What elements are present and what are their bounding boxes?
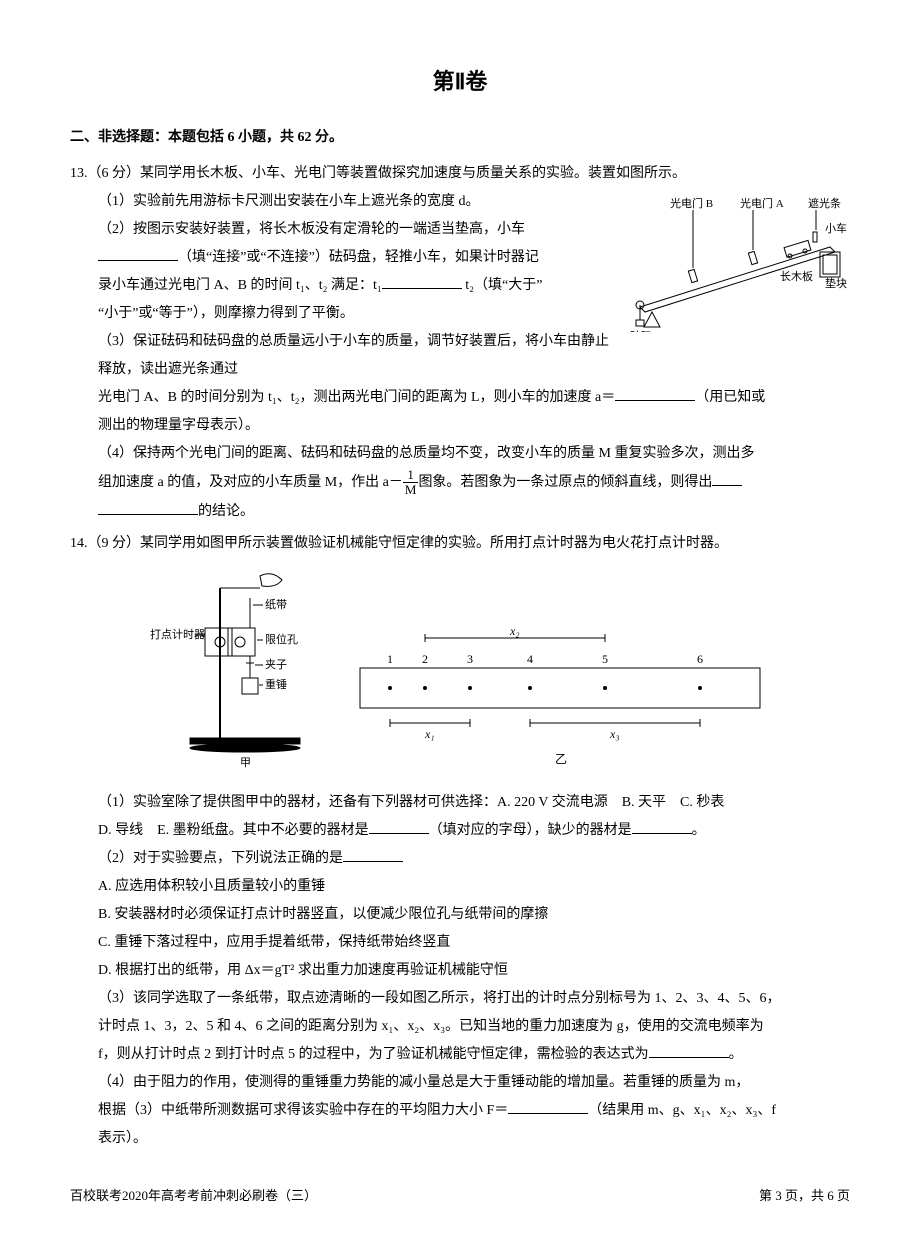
label-tape: 纸带: [265, 598, 287, 611]
blank-conclusion2[interactable]: [98, 500, 198, 515]
q14-p1a: （1）实验室除了提供图甲中的器材，还备有下列器材可供选择：A. 220 V 交流…: [70, 789, 850, 817]
q14-figures: 打点计时器 纸带 限位孔 夹子 重锤 甲: [150, 568, 770, 768]
q14-header: 14.（9 分）某同学用如图甲所示装置做验证机械能守恒定律的实验。所用打点计时器…: [70, 530, 850, 558]
q14-optC: C. 重锤下落过程中，应用手提着纸带，保持纸带始终竖直: [98, 929, 850, 957]
q14-p4a: （4）由于阻力的作用，使测得的重锤重力势能的减小量总是大于重锤动能的增加量。若重…: [70, 1069, 850, 1097]
q14-optD: D. 根据打出的纸带，用 Δx＝gT² 求出重力加速度再验证机械能守恒: [98, 957, 850, 985]
footer-right: 第 3 页，共 6 页: [759, 1183, 850, 1209]
q13-figure: 光电门 B 光电门 A 遮光条 小车 长木板 垫块 砝码: [630, 192, 850, 343]
label-gateB: 光电门 B: [670, 196, 713, 210]
q13-header: 13.（6 分）某同学用长木板、小车、光电门等装置做探究加速度与质量关系的实验。…: [70, 160, 850, 188]
label-clip: 夹子: [265, 658, 287, 671]
caption-yi: 乙: [555, 752, 567, 766]
question-14: 14.（9 分）某同学用如图甲所示装置做验证机械能守恒定律的实验。所用打点计时器…: [70, 530, 850, 1153]
page-footer: 百校联考2020年高考考前冲刺必刷卷（三） 第 3 页，共 6 页: [70, 1183, 850, 1209]
q13-p4b-a: 组加速度 a 的值，及对应的小车质量 M，作出 a－: [98, 475, 403, 490]
label-weight: 砝码: [630, 329, 652, 332]
blank-expr[interactable]: [649, 1043, 729, 1058]
q13-p4a: （4）保持两个光电门间的距离、砝码和砝码盘的总质量均不变，改变小车的质量 M 重…: [70, 440, 850, 468]
label-timer: 打点计时器: [150, 627, 205, 641]
label-block: 垫块: [825, 276, 847, 290]
q14-optA: A. 应选用体积较小且质量较小的重锤: [98, 873, 850, 901]
blank-conclusion1[interactable]: [712, 471, 742, 486]
label-board: 长木板: [780, 269, 813, 283]
q14-p1b-c: 。: [692, 823, 706, 838]
q13-p2c-a: 录小车通过光电门 A、B 的时间 t₁、t₂ 满足：t₁: [98, 278, 382, 293]
q14-p3c-a: f，则从打计时点 2 到打计时点 5 的过程中，为了验证机械能守恒定律，需检验的…: [98, 1047, 649, 1062]
blank-accel[interactable]: [615, 386, 695, 401]
section-header: 二、非选择题：本题包括 6 小题，共 62 分。: [70, 124, 850, 152]
blank-F[interactable]: [508, 1099, 588, 1114]
q14-p4b-b: （结果用 m、g、x₁、x₂、x₃、f: [588, 1103, 776, 1118]
fraction-1M: 1M: [403, 468, 419, 498]
label-gateA: 光电门 A: [740, 196, 784, 210]
page-title: 第Ⅱ卷: [70, 60, 850, 104]
q14-p2: （2）对于实验要点，下列说法正确的是: [98, 851, 343, 866]
label-hole: 限位孔: [265, 632, 298, 646]
blank-correct[interactable]: [343, 847, 403, 862]
q13-p2b: （填“连接”或“不连接”）砝码盘，轻推小车，如果计时器记: [178, 250, 539, 265]
label-cart: 小车: [825, 221, 847, 235]
svg-text:x₁: x₁: [424, 727, 435, 741]
blank-missing[interactable]: [632, 819, 692, 834]
svg-text:x₂: x₂: [509, 624, 520, 638]
question-13: 13.（6 分）某同学用长木板、小车、光电门等装置做探究加速度与质量关系的实验。…: [70, 160, 850, 526]
blank-connect[interactable]: [98, 246, 178, 261]
q13-p2c-b: t₂（填“大于”: [462, 278, 543, 293]
svg-text:6: 6: [697, 652, 703, 666]
q13-p4b-b: 图象。若图象为一条过原点的倾斜直线，则得出: [418, 475, 712, 490]
q14-p4b-a: 根据（3）中纸带所测数据可求得该实验中存在的平均阻力大小 F＝: [98, 1103, 508, 1118]
q14-p3c-b: 。: [729, 1047, 743, 1062]
svg-text:4: 4: [527, 652, 533, 666]
blank-unneeded[interactable]: [369, 819, 429, 834]
q14-p1b-b: （填对应的字母），缺少的器材是: [429, 823, 632, 838]
footer-left: 百校联考2020年高考考前冲刺必刷卷（三）: [70, 1183, 317, 1209]
q13-p4c: 的结论。: [198, 504, 254, 519]
svg-text:2: 2: [422, 652, 428, 666]
svg-text:x₃: x₃: [609, 727, 620, 741]
svg-text:3: 3: [467, 652, 473, 666]
q13-p3b-b: （用已知或: [695, 390, 765, 405]
label-strip: 遮光条: [808, 196, 841, 210]
svg-text:5: 5: [602, 652, 608, 666]
label-hammer: 重锤: [265, 677, 287, 691]
q13-p3b-a: 光电门 A、B 的时间分别为 t₁、t₂，测出两光电门间的距离为 L，则小车的加…: [98, 390, 615, 405]
q14-p3b: 计时点 1、3，2、5 和 4、6 之间的距离分别为 x₁、x₂、x₃。已知当地…: [70, 1013, 850, 1041]
svg-text:1: 1: [387, 652, 393, 666]
q14-p4c: 表示）。: [70, 1125, 850, 1153]
q14-optB: B. 安装器材时必须保证打点计时器竖直，以便减少限位孔与纸带间的摩擦: [98, 901, 850, 929]
q14-p3a: （3）该同学选取了一条纸带，取点迹清晰的一段如图乙所示，将打出的计时点分别标号为…: [70, 985, 850, 1013]
blank-compare[interactable]: [382, 274, 462, 289]
q13-p3c: 测出的物理量字母表示）。: [70, 412, 850, 440]
caption-jia: 甲: [240, 757, 251, 768]
q14-p1b-a: D. 导线 E. 墨粉纸盘。其中不必要的器材是: [98, 823, 369, 838]
